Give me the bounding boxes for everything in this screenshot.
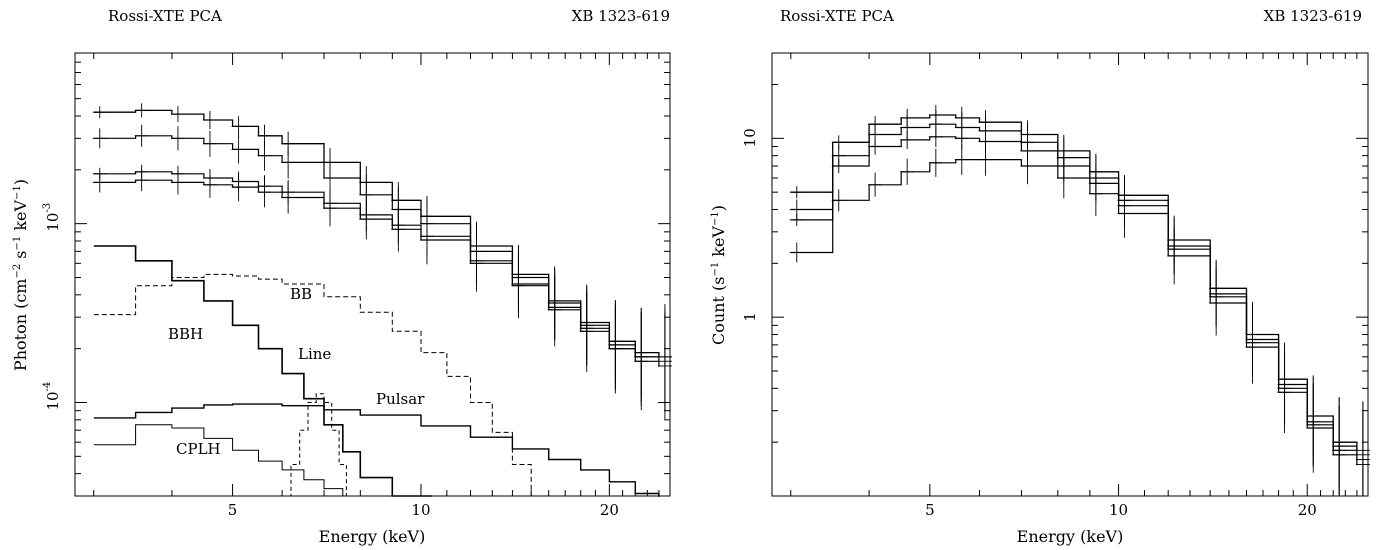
axis-ticks: [772, 52, 1369, 497]
component-label-bbh: BBH: [168, 325, 203, 343]
y-tick-label: 10 -4: [42, 382, 62, 411]
plot-frame: [771, 52, 1369, 497]
source-header: XB 1323-619: [572, 7, 670, 25]
y-tick-labels: 10 -4 10 -3: [42, 203, 62, 411]
component-label-pulsar: Pulsar: [376, 390, 425, 408]
series-line: [282, 393, 387, 497]
component-label-line: Line: [298, 345, 331, 363]
series-line: [93, 424, 383, 497]
model-curves: [789, 104, 1370, 496]
x-tick-label: 5: [228, 501, 238, 519]
y-axis-label: Count (s−1 keV−1): [709, 205, 728, 345]
x-tick-label: 5: [925, 501, 935, 519]
x-tick-label: 20: [600, 501, 619, 519]
y-axis-label: Photon (cm−2 s−1 keV−1): [11, 179, 30, 371]
x-tick-labels: 5 10 20: [925, 501, 1317, 519]
instrument-header: Rossi-XTE PCA: [108, 7, 222, 25]
series-line: [790, 159, 1358, 466]
x-axis-label: Energy (keV): [1017, 527, 1124, 546]
series-line: [93, 273, 572, 497]
x-axis-label: Energy (keV): [319, 527, 426, 546]
y-tick-base: 1: [741, 312, 759, 322]
y-tick-labels: 1 10: [741, 128, 759, 321]
x-tick-label: 10: [411, 501, 430, 519]
series-line: [93, 109, 660, 358]
source-header: XB 1323-619: [1264, 7, 1362, 25]
y-tick-label: 10 -3: [42, 203, 62, 232]
instrument-header: Rossi-XTE PCA: [780, 7, 894, 25]
y-tick-exponent: -3: [42, 203, 53, 213]
y-tick-label: 10: [741, 128, 759, 147]
x-tick-labels: 5 10 20: [228, 501, 619, 519]
component-labels: BB BBH Line Pulsar CPLH: [168, 285, 425, 458]
photon-spectrum-panel: Rossi-XTE PCA XB 1323-619 5 10 20 10 -4 …: [11, 7, 672, 546]
component-label-cplh: CPLH: [176, 440, 221, 458]
count-spectrum-panel: Rossi-XTE PCA XB 1323-619 5 10 20 1 10 E…: [709, 7, 1370, 546]
series-line: [790, 123, 1358, 456]
series-line: [93, 403, 660, 497]
series-line: [93, 135, 659, 358]
axis-ticks: [75, 53, 671, 497]
component-label-bb: BB: [290, 285, 312, 303]
y-tick-exponent: -4: [42, 382, 53, 392]
x-tick-label: 20: [1298, 501, 1317, 519]
x-tick-label: 10: [1109, 501, 1128, 519]
y-tick-base: 10: [741, 128, 759, 147]
series-line: [790, 114, 1358, 451]
y-tick-base: 10: [44, 213, 62, 232]
y-tick-base: 10: [44, 391, 62, 410]
y-tick-label: 1: [741, 312, 759, 322]
model-curves: [92, 103, 672, 497]
series-line: [93, 245, 433, 497]
plot-frame: [74, 52, 671, 497]
